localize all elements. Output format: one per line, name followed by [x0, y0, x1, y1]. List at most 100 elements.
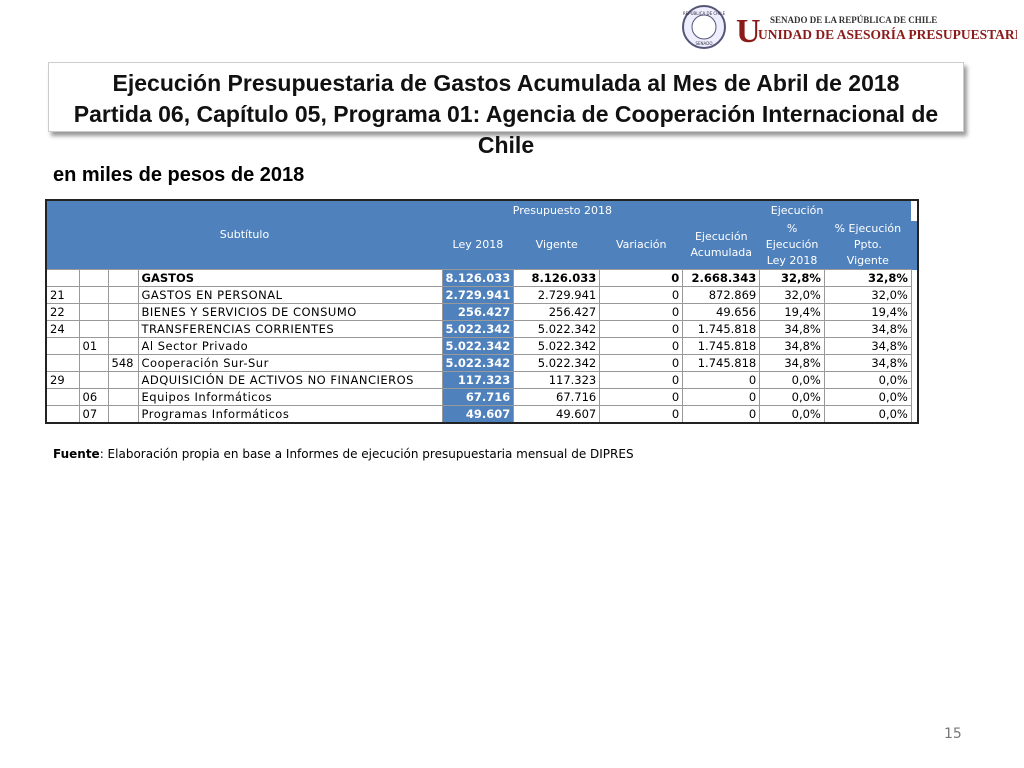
table-row: 06 Equipos Informáticos 67.716 67.716 0 0 0,0%…: [45, 388, 918, 406]
table-cell: GASTOS EN PERSONAL: [137, 286, 443, 304]
table-cell: 872.869: [682, 286, 761, 304]
table-cell: GASTOS: [137, 269, 443, 287]
table-cell: 1.745.818: [682, 337, 761, 355]
table-cell: 32,8%: [759, 269, 825, 287]
table-cell: 32,0%: [759, 286, 825, 304]
table-cell: [107, 405, 139, 424]
table-cell: 29: [45, 371, 80, 389]
table-cell: 67.716: [441, 388, 515, 406]
table-cell: [78, 354, 109, 372]
source-label: Fuente: [53, 447, 100, 461]
table-cell: 5.022.342: [513, 337, 601, 355]
table-cell: 5.022.342: [513, 354, 601, 372]
table-cell: 21: [45, 286, 80, 304]
table-cell: 0,0%: [759, 388, 825, 406]
table-cell: [107, 303, 139, 321]
table-cell: 34,8%: [759, 354, 825, 372]
table-cell: [45, 269, 80, 287]
table-cell: 49.607: [441, 405, 515, 424]
table-cell: Equipos Informáticos: [137, 388, 443, 406]
table-row: 22 BIENES Y SERVICIOS DE CONSUMO 256.427 25…: [45, 303, 918, 321]
table-cell: 2.729.941: [513, 286, 601, 304]
table-row: GASTOS 8.126.033 8.126.033 0 2.668.343 32,8% 3…: [45, 269, 918, 287]
table-cell: 256.427: [513, 303, 601, 321]
table-cell: [78, 286, 109, 304]
table-cell: 117.323: [513, 371, 601, 389]
budget-table: Subtítulo Presupuesto 2018 Ejecución Ley…: [45, 199, 920, 424]
title-box: Ejecución Presupuestaria de Gastos Acumu…: [48, 62, 964, 158]
table-cell: Cooperación Sur-Sur: [137, 354, 443, 372]
table-cell: 34,8%: [759, 337, 825, 355]
page-number: 15: [944, 726, 962, 742]
table-cell: [45, 337, 80, 355]
table-cell: 19,4%: [759, 303, 825, 321]
table-cell: 0: [682, 371, 761, 389]
table-cell: [107, 286, 139, 304]
table-cell: [78, 320, 109, 338]
table-row: 07 Programas Informáticos 49.607 49.607 0 0 0,…: [45, 405, 918, 424]
table-cell: [107, 388, 139, 406]
header-cell: Ejecución Acumulada: [682, 221, 760, 270]
table-cell: 49.656: [682, 303, 761, 321]
table-cell: 67.716: [513, 388, 601, 406]
table-cell: 1.745.818: [682, 354, 761, 372]
table-cell: 32,0%: [823, 286, 912, 304]
seal-top: REPÚBLICA DE CHILE: [683, 11, 726, 16]
table-cell: [107, 337, 139, 355]
table-cell: 2.668.343: [682, 269, 761, 287]
table-cell: 0: [599, 320, 684, 338]
table-cell: Al Sector Privado: [137, 337, 443, 355]
table-cell: 0: [599, 371, 684, 389]
table-row: 01 Al Sector Privado 5.022.342 5.022.342 0 1.…: [45, 337, 918, 355]
org-line1: SENADO DE LA REPÚBLICA DE CHILE: [770, 15, 937, 25]
table-cell: [107, 320, 139, 338]
seal-bottom: SENADO: [695, 41, 712, 46]
table-cell: [78, 269, 109, 287]
table-cell: 22: [45, 303, 80, 321]
table-cell: [78, 371, 109, 389]
table-cell: 0: [599, 388, 684, 406]
table-cell: 0: [599, 286, 684, 304]
big-u: U: [736, 13, 761, 50]
table-row: 548 Cooperación Sur-Sur 5.022.342 5.022.342…: [45, 354, 918, 372]
header-cell: % Ejecución Ley 2018: [759, 221, 825, 270]
table-cell: [107, 269, 139, 287]
table-cell: 117.323: [441, 371, 515, 389]
table-cell: 0: [682, 388, 761, 406]
table-cell: 0,0%: [759, 371, 825, 389]
title-line: Ejecución Presupuestaria de Gastos Acumu…: [112, 70, 900, 96]
table-cell: [45, 405, 80, 424]
table-cell: 34,8%: [823, 320, 912, 338]
table-cell: 0: [682, 405, 761, 424]
source-text: : Elaboración propia en base a Informes …: [99, 447, 634, 461]
table-cell: 0,0%: [823, 388, 912, 406]
table-cell: [45, 388, 80, 406]
table-cell: [45, 354, 80, 372]
table-cell: 0: [599, 405, 684, 424]
table-cell: 49.607: [513, 405, 601, 424]
table-cell: 06: [78, 388, 109, 406]
table-cell: 8.126.033: [441, 269, 515, 287]
table-cell: 548: [107, 354, 139, 372]
table-cell: TRANSFERENCIAS CORRIENTES: [137, 320, 443, 338]
table-cell: [78, 303, 109, 321]
table-cell: ADQUISICIÓN DE ACTIVOS NO FINANCIEROS: [137, 371, 443, 389]
header-cell: Ley 2018: [442, 221, 514, 270]
header-cell: Ejecución: [682, 200, 912, 221]
table-cell: 5.022.342: [513, 320, 601, 338]
table-cell: 0,0%: [759, 405, 825, 424]
source: Fuente: Elaboración propia en base a Inf…: [53, 447, 634, 461]
table-cell: 0: [599, 354, 684, 372]
org-line2: UNIDAD DE ASESORÍA PRESUPUESTARIA: [758, 27, 1017, 42]
table-cell: 1.745.818: [682, 320, 761, 338]
table-cell: 34,8%: [823, 337, 912, 355]
table-cell: 24: [45, 320, 80, 338]
table-cell: 34,8%: [759, 320, 825, 338]
table-cell: 5.022.342: [441, 337, 515, 355]
seal-inner: [691, 14, 717, 40]
table-cell: BIENES Y SERVICIOS DE CONSUMO: [137, 303, 443, 321]
subtitle: en miles de pesos de 2018: [53, 164, 305, 186]
table-cell: 0: [599, 303, 684, 321]
table-cell: 07: [78, 405, 109, 424]
table-cell: 5.022.342: [441, 320, 515, 338]
